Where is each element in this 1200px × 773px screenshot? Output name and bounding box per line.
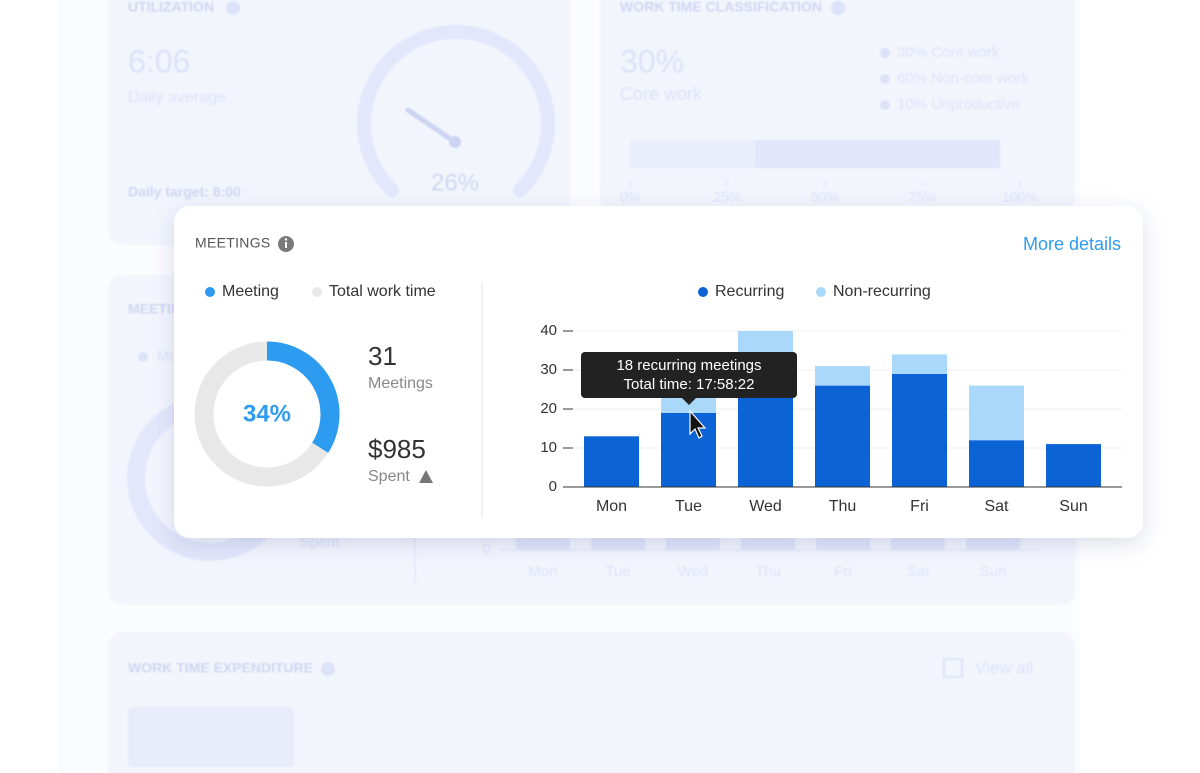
axis-label: Sun [980,563,1007,580]
axis-label: 0% [620,189,640,205]
stat-caption: Spent [300,534,340,551]
faded-bar [966,538,1020,550]
stat-value: 31 [368,341,397,371]
y-tick-label: 0 [549,478,557,495]
legend-label: Recurring [715,283,784,300]
axis-label: Wed [678,563,709,580]
legend-dot [205,287,215,297]
bar-segment [969,385,1024,441]
stat-target: Daily target: 8:00 [128,184,241,200]
donut-arc [266,341,340,453]
legend-label: 30% Core work [897,44,1000,61]
axis-label: 0 [482,541,490,557]
y-tick-label: 10 [540,439,557,456]
y-tick-label: 30 [540,361,557,378]
axis-label: Thu [755,563,781,580]
info-glyph [284,238,288,241]
panel [108,0,570,245]
axis-label: 100% [1002,189,1038,205]
gauge-label: 26% [431,169,479,196]
x-tick-label: Sat [984,498,1009,515]
gauge-needle [405,107,458,145]
x-tick-label: Fri [910,498,929,515]
tooltip-text: Total time: 17:58:22 [624,376,755,393]
tooltip-pointer [682,398,696,405]
stat-caption: Spent [368,468,410,485]
legend-label: Non-recurring [833,283,931,300]
legend-dot [138,352,148,362]
bar-segment [661,397,716,413]
axis-label: Mon [528,563,557,580]
stat-caption: Daily average [128,89,226,106]
warning-icon [419,470,433,483]
stat-value: 30% [620,43,684,79]
gauge-hub [449,136,461,148]
panel [108,632,1075,773]
tooltip [581,352,797,398]
tooltip-text: 18 recurring meetings [616,357,761,374]
x-tick-label: Wed [749,498,782,515]
info-icon [226,1,240,15]
legend-label: 60% Non-core work [897,70,1029,87]
axis-label: 25% [713,189,741,205]
faded-bar [666,538,720,550]
stat-value: 6:06 [128,43,190,79]
legend-dot [816,287,826,297]
faded-bar [591,538,645,550]
info-glyph [285,242,287,248]
bar-segment [815,366,870,386]
bar-segment [661,412,716,487]
legend-label: Total work time [329,283,436,300]
stat-caption: Core work [620,84,703,104]
legend-label: 10% Unproductive [897,96,1020,113]
panel-title: WORK TIME CLASSIFICATION [620,0,822,15]
faded-bar [891,538,945,550]
legend-dot [880,48,890,58]
x-tick-label: Mon [596,498,627,515]
faded-bar [741,538,795,550]
bar-segment [969,440,1024,487]
split-bar [755,140,1000,168]
axis-label: 50% [811,189,839,205]
stat-value: $985 [368,434,426,464]
card-title: MEETINGS [195,235,271,251]
axis-label: 75% [908,189,936,205]
placeholder [128,707,294,767]
bar-segment [1046,444,1101,487]
axis-label: Tue [605,563,630,580]
faded-bar [816,538,870,550]
axis-label: Fri [834,563,852,580]
gauge [357,24,555,197]
meetings-card: MEETINGS More details Meeting Total work ti… [174,206,1143,538]
faded-bar [516,538,570,550]
info-icon [831,1,845,15]
panel-title: UTILIZATION [128,0,214,15]
bar-segment [584,436,639,487]
cursor [689,409,707,439]
x-tick-label: Tue [675,498,702,515]
legend-dot [880,100,890,110]
info-icon [321,662,335,676]
x-tick-label: Thu [829,498,857,515]
y-tick-label: 20 [540,400,557,417]
link-icon [943,658,963,678]
legend-dot [880,74,890,84]
legend-label: Meeting [222,283,279,300]
axis-label: Sat [907,563,930,580]
legend-dot [312,287,322,297]
bar-segment [892,373,947,487]
stat-caption: Meetings [368,375,433,392]
bar-segment [892,354,947,374]
legend-dot [698,287,708,297]
link: View all [975,658,1033,677]
more-details-link[interactable]: More details [1023,234,1121,254]
x-tick-label: Sun [1059,498,1087,515]
y-tick-label: 40 [540,322,557,339]
donut-label: 34% [243,400,291,427]
panel-title: WORK TIME EXPENDITURE [128,660,313,676]
bar-segment [815,385,870,487]
